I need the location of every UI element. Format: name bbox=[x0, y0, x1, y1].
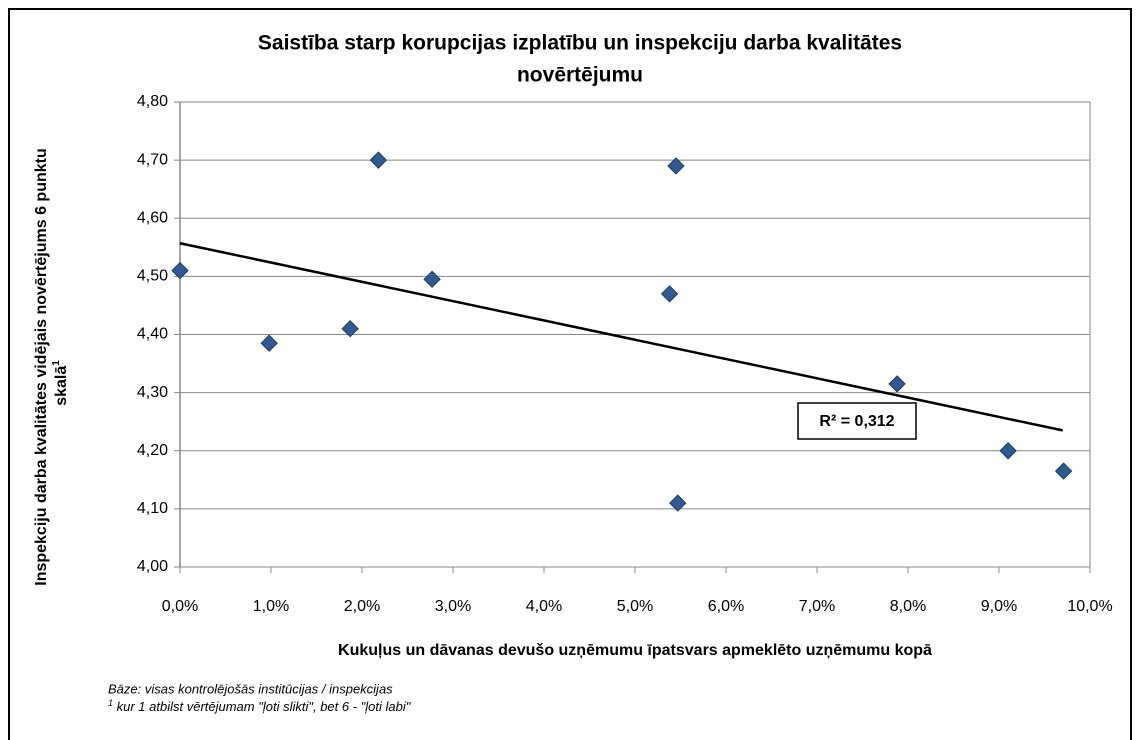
x-tick-label: 9,0% bbox=[981, 598, 1017, 615]
y-tick-label: 4,40 bbox=[137, 326, 168, 343]
footnote: 1 kur 1 atbilst vērtējumam "ļoti slikti"… bbox=[108, 698, 412, 714]
x-tick-label: 2,0% bbox=[344, 598, 380, 615]
point bbox=[260, 334, 278, 352]
x-tick-label: 6,0% bbox=[708, 598, 744, 615]
y-tick-label: 4,00 bbox=[137, 558, 168, 575]
x-tick-label: 10,0% bbox=[1067, 598, 1112, 615]
y-tick-label: 4,10 bbox=[137, 500, 168, 517]
footnote: Bāze: visas kontrolējošās institūcijas /… bbox=[108, 681, 393, 696]
point bbox=[999, 442, 1017, 460]
point bbox=[341, 319, 359, 338]
y-axis-title: skalā1 bbox=[51, 360, 71, 406]
y-axis-title-text: skalā bbox=[53, 366, 70, 406]
y-tick-label: 4,70 bbox=[137, 151, 168, 168]
r2-label: R² = 0,312 bbox=[819, 413, 894, 430]
point bbox=[660, 285, 679, 303]
frame bbox=[8, 8, 1132, 740]
y-tick-label: 4,80 bbox=[137, 93, 168, 110]
y-tick-label: 4,20 bbox=[137, 442, 168, 459]
footnote-sup: 1 bbox=[108, 698, 113, 708]
y-tick-label: 4,50 bbox=[137, 268, 168, 285]
x-tick-label: 4,0% bbox=[526, 598, 562, 615]
y-tick-label: 4,60 bbox=[137, 209, 168, 226]
y-axis-title-sup: 1 bbox=[51, 360, 62, 366]
y-tick-label: 4,30 bbox=[137, 384, 168, 401]
r2-box bbox=[797, 402, 917, 440]
chart-title: novērtējumu bbox=[517, 64, 643, 87]
x-tick-label: 0,0% bbox=[162, 598, 198, 615]
x-axis-title: Kukuļus un dāvanas devušo uzņēmumu īpats… bbox=[338, 642, 932, 659]
y-axis-title: Inspekciju darba kvalitātes vidējais nov… bbox=[33, 148, 50, 586]
point bbox=[423, 270, 441, 288]
x-tick-label: 3,0% bbox=[435, 598, 471, 615]
point bbox=[1054, 462, 1073, 480]
x-tick-label: 8,0% bbox=[890, 598, 926, 615]
chart-title: Saistība starp korupcijas izplatību un i… bbox=[258, 32, 902, 55]
footnote-text: kur 1 atbilst vērtējumam "ļoti slikti", … bbox=[113, 699, 412, 714]
x-tick-label: 5,0% bbox=[617, 598, 653, 615]
x-tick-label: 1,0% bbox=[253, 598, 289, 615]
point bbox=[369, 151, 388, 169]
x-tick-label: 7,0% bbox=[799, 598, 835, 615]
point bbox=[171, 261, 189, 280]
point bbox=[888, 375, 906, 393]
point bbox=[669, 494, 687, 512]
point bbox=[667, 157, 685, 175]
trendline bbox=[179, 242, 1063, 432]
